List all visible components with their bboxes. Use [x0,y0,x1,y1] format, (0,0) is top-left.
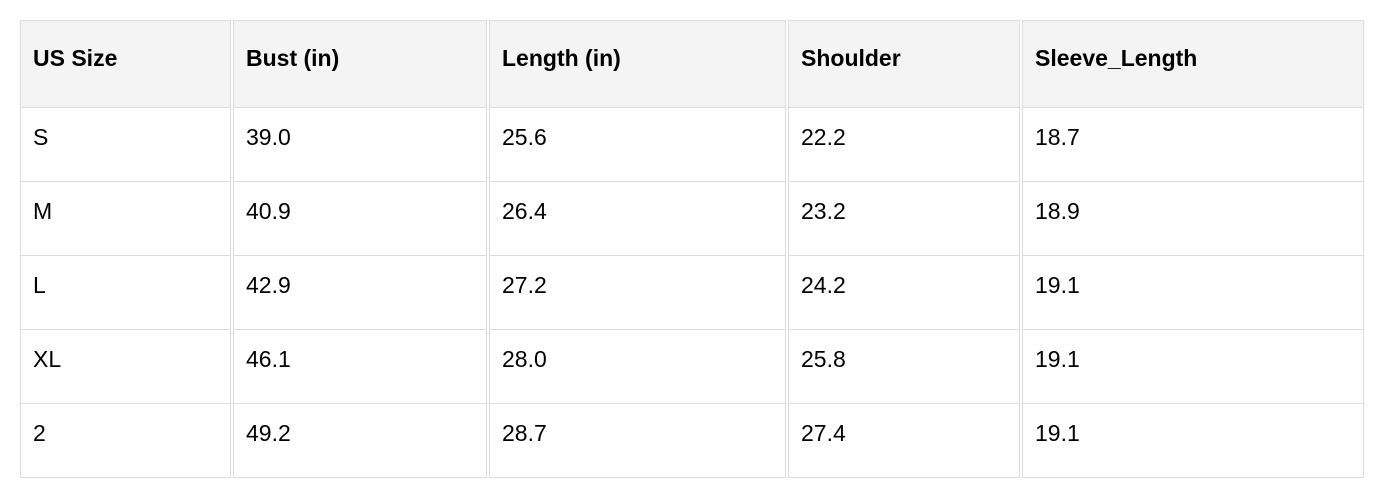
column-header: Shoulder [788,20,1020,108]
column-header: Bust (in) [233,20,487,108]
table-cell: 18.7 [1022,108,1364,182]
table-cell: S [20,108,231,182]
table-cell: 22.2 [788,108,1020,182]
table-row: L 42.9 27.2 24.2 19.1 [20,256,1364,330]
table-row: 2 49.2 28.7 27.4 19.1 [20,404,1364,478]
table-cell: 19.1 [1022,256,1364,330]
table-cell: 18.9 [1022,182,1364,256]
table-cell: 23.2 [788,182,1020,256]
table-cell: 46.1 [233,330,487,404]
table-cell: 39.0 [233,108,487,182]
table-cell: XL [20,330,231,404]
table-cell: 27.4 [788,404,1020,478]
table-cell: 42.9 [233,256,487,330]
table-cell: 40.9 [233,182,487,256]
table-row: XL 46.1 28.0 25.8 19.1 [20,330,1364,404]
size-chart-table: US Size Bust (in) Length (in) Shoulder Sleev… [18,20,1366,478]
table-cell: 24.2 [788,256,1020,330]
table-cell: 28.0 [489,330,786,404]
column-header: US Size [20,20,231,108]
table-cell: 26.4 [489,182,786,256]
column-header: Length (in) [489,20,786,108]
table-row: M 40.9 26.4 23.2 18.9 [20,182,1364,256]
table-cell: M [20,182,231,256]
table-cell: 27.2 [489,256,786,330]
table-row: S 39.0 25.6 22.2 18.7 [20,108,1364,182]
table-cell: L [20,256,231,330]
header-row: US Size Bust (in) Length (in) Shoulder Sleev… [20,20,1364,108]
table-cell: 19.1 [1022,330,1364,404]
table-cell: 49.2 [233,404,487,478]
table-cell: 28.7 [489,404,786,478]
table-cell: 2 [20,404,231,478]
column-header: Sleeve_Length [1022,20,1364,108]
table-cell: 19.1 [1022,404,1364,478]
table-cell: 25.8 [788,330,1020,404]
table-cell: 25.6 [489,108,786,182]
